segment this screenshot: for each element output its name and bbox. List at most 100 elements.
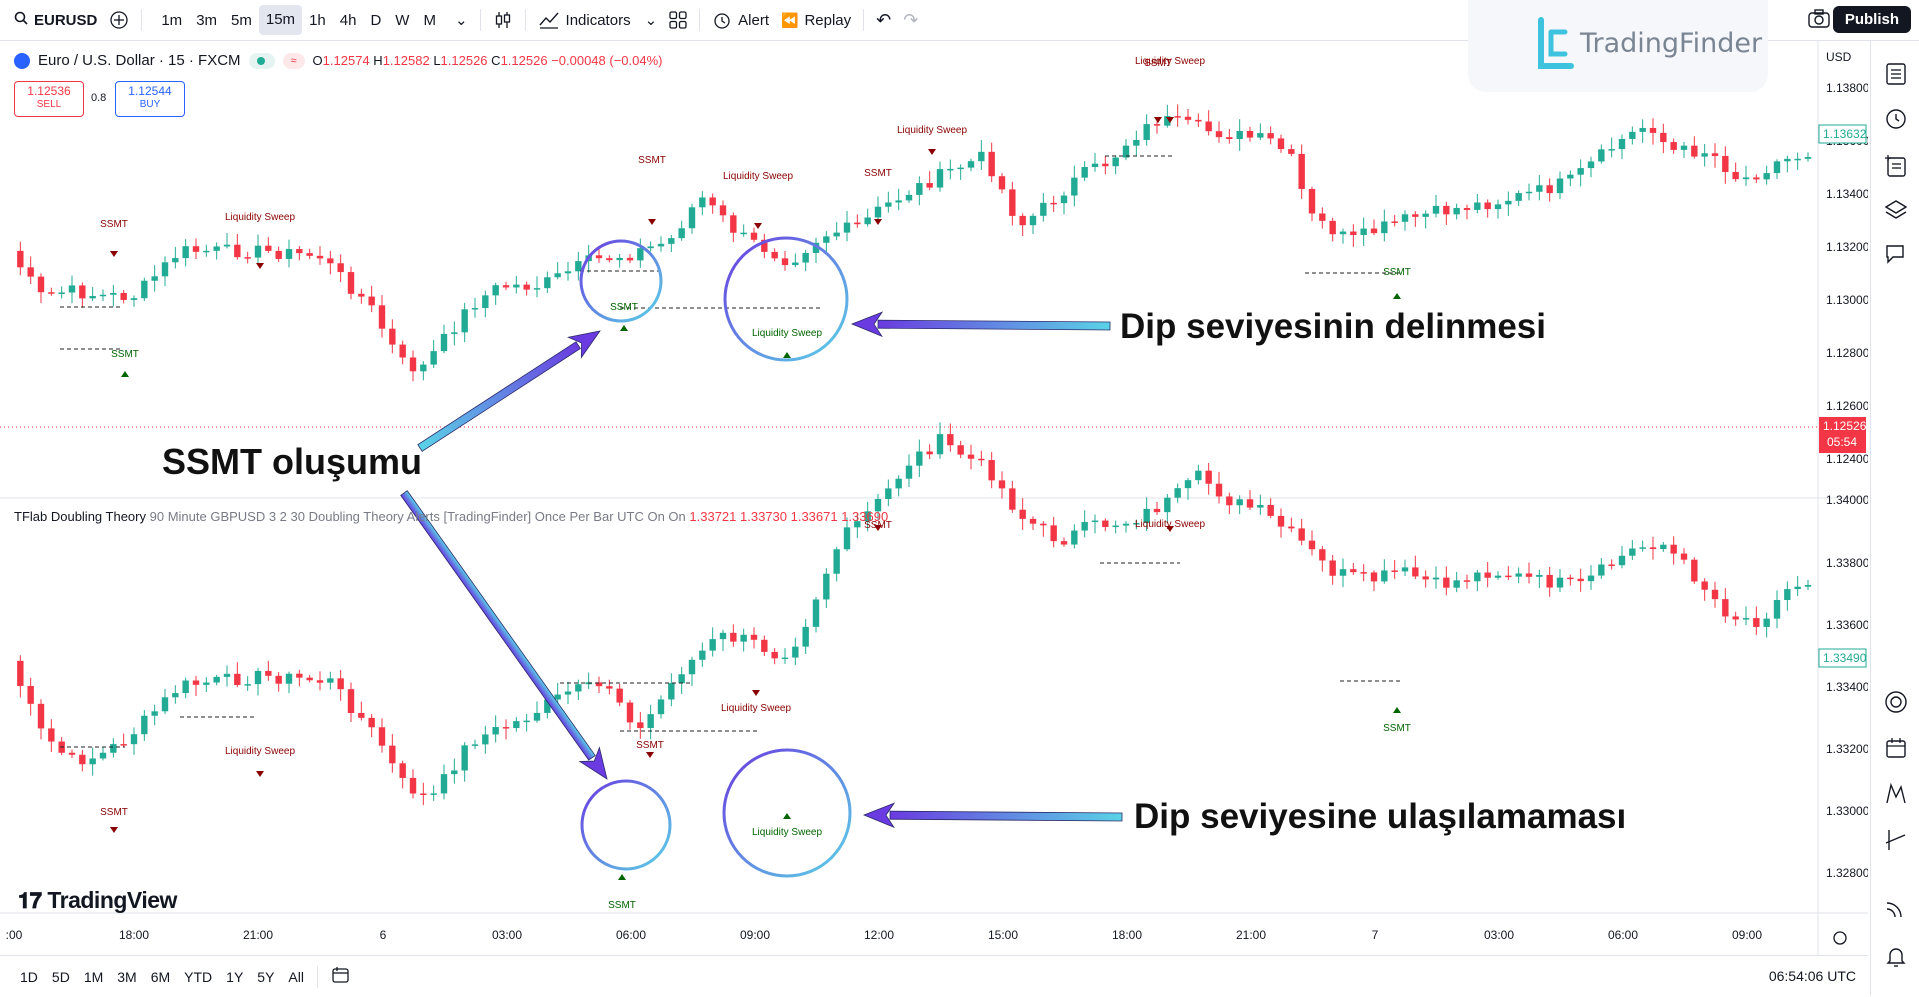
time-tick: 7: [1372, 928, 1379, 942]
chart-area[interactable]: USD1.138001.136001.134001.132001.130001.…: [0, 41, 1870, 955]
symbol-title[interactable]: Euro / U.S. Dollar · 15 · FXCM: [38, 52, 241, 69]
timeframe-D[interactable]: D: [370, 11, 382, 29]
candle-body: [48, 292, 55, 294]
candle-body: [378, 305, 386, 329]
alerts-button[interactable]: [1883, 105, 1909, 131]
candle-body: [1122, 145, 1130, 158]
candle-body: [854, 222, 861, 225]
candle-body: [316, 255, 324, 259]
sell-button[interactable]: 1.12536 SELL: [14, 81, 84, 117]
ssmt-label: SSMT: [111, 349, 139, 360]
timeframe-1h[interactable]: 1h: [309, 11, 326, 29]
range-5y[interactable]: 5Y: [257, 968, 275, 985]
liquidity-sweep-label: Liquidity Sweep: [721, 703, 791, 714]
ssmt-marker: [110, 827, 118, 833]
calendar-button[interactable]: [1883, 735, 1909, 761]
candle-body: [1298, 153, 1305, 189]
liquidity-sweep-marker: [752, 690, 760, 696]
range-ytd[interactable]: YTD: [184, 968, 213, 985]
price-chart-svg[interactable]: USD1.138001.136001.134001.132001.130001.…: [0, 41, 1870, 955]
range-all[interactable]: All: [288, 968, 304, 985]
pattern-button[interactable]: [1883, 781, 1909, 807]
arrow-to-sweep-top-shaft: [877, 319, 1111, 331]
undo-button[interactable]: ↶: [870, 0, 897, 40]
candle-body: [709, 197, 716, 206]
notifications-button[interactable]: [1883, 943, 1909, 969]
timeframe-M[interactable]: M: [423, 11, 436, 29]
liquidity-sweep-marker: [754, 223, 762, 229]
buy-button[interactable]: 1.12544 BUY: [115, 81, 185, 117]
candle-body: [688, 659, 696, 675]
timeframe-3m[interactable]: 3m: [196, 11, 218, 29]
candle-body: [761, 639, 768, 652]
range-1y[interactable]: 1Y: [226, 968, 244, 985]
candle-body: [1153, 508, 1161, 513]
candle-body: [905, 194, 913, 201]
divider: [479, 9, 481, 31]
replay-button[interactable]: ⏪ Replay: [775, 0, 857, 40]
candle-body: [1112, 157, 1119, 167]
timeframe-15m[interactable]: 15m: [258, 5, 303, 35]
indicators-button[interactable]: Indicators ⌄: [532, 0, 664, 40]
chat-icon: [1886, 245, 1904, 264]
snapshot-button[interactable]: [1807, 8, 1831, 30]
liquidity-sweep-marker: [256, 771, 264, 777]
ohlc-values: O1.12574 H1.12582 L1.12526 C1.12526 −0.0…: [312, 53, 663, 68]
time-tick: 09:00: [1732, 928, 1762, 942]
alert-button[interactable]: Alert: [706, 0, 775, 40]
symbol-search[interactable]: EURUSD: [0, 0, 103, 40]
range-1d[interactable]: 1D: [20, 968, 38, 985]
timeframe-dropdown[interactable]: ⌄: [449, 0, 474, 40]
candle-body: [688, 207, 696, 229]
timeframe-4h[interactable]: 4h: [339, 11, 357, 29]
utc-clock[interactable]: 06:54:06 UTC: [1768, 968, 1856, 984]
secondary-legend[interactable]: TFlab Doubling Theory 90 Minute GBPUSD 3…: [14, 509, 888, 524]
timeframe-W[interactable]: W: [395, 11, 410, 29]
watchlist-button[interactable]: [1883, 61, 1909, 87]
chart-type-button[interactable]: [487, 0, 519, 40]
redo-button[interactable]: ↷: [897, 0, 924, 40]
timeframe-5m[interactable]: 5m: [231, 11, 252, 29]
chat-button[interactable]: [1883, 241, 1909, 267]
publish-button[interactable]: Publish: [1832, 6, 1911, 33]
candle-body: [1174, 116, 1181, 118]
candle-body: [1453, 207, 1460, 215]
range-5d[interactable]: 5D: [51, 968, 70, 985]
list-icon: [1886, 63, 1906, 85]
candle-body: [1391, 221, 1398, 223]
streams-button[interactable]: [1883, 895, 1909, 921]
strategy-button[interactable]: [1883, 827, 1909, 853]
candle-body: [1360, 572, 1367, 574]
candle-body: [1422, 576, 1429, 580]
clock-icon: [1886, 109, 1906, 129]
candle-body: [1711, 153, 1719, 156]
candle-body: [1164, 497, 1171, 513]
range-1m[interactable]: 1M: [83, 968, 104, 985]
liquidity-sweep-label: Liquidity Sweep: [897, 125, 967, 136]
target-button[interactable]: [1883, 689, 1909, 715]
candle-body: [1112, 525, 1119, 528]
candle-body: [1029, 518, 1037, 524]
goto-date-button[interactable]: [324, 965, 358, 988]
candle-body: [192, 246, 200, 252]
candle-body: [719, 632, 727, 640]
candle-body: [1691, 145, 1698, 157]
settings-gear-icon[interactable]: [1833, 931, 1847, 945]
time-tick: 03:00: [1484, 928, 1514, 942]
timeframe-1m[interactable]: 1m: [161, 11, 183, 29]
range-3m[interactable]: 3M: [117, 968, 137, 985]
layers-button[interactable]: [1883, 197, 1909, 223]
candle-body: [1598, 564, 1605, 576]
divider: [863, 9, 865, 31]
candle-body: [265, 245, 272, 251]
ssmt-label: SSMT: [638, 155, 666, 166]
templates-button[interactable]: [663, 0, 693, 40]
data-window-button[interactable]: [1883, 153, 1909, 179]
compare-button[interactable]: [103, 0, 135, 40]
arrow-to-ssmt-bottom: [400, 490, 608, 780]
candle-body: [254, 245, 262, 258]
range-6m[interactable]: 6M: [150, 968, 171, 985]
divider: [141, 9, 143, 31]
candle-body: [998, 176, 1006, 190]
candle-body: [337, 263, 344, 273]
